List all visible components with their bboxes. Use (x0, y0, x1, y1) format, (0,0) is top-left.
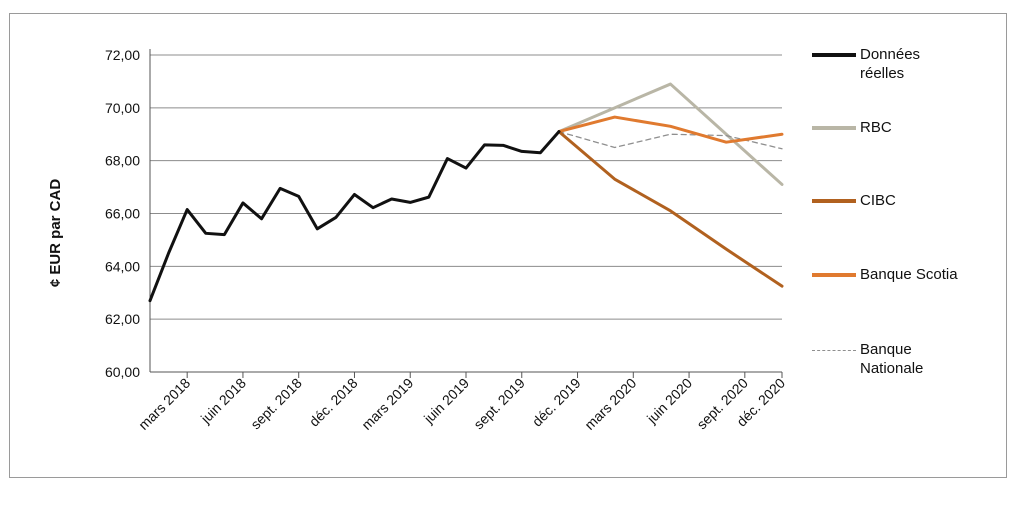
series-line (557, 130, 784, 288)
legend-label: CIBC (860, 192, 896, 209)
legend-swatch (812, 273, 856, 277)
x-tick-label: juin 2019 (420, 375, 472, 427)
legend-swatch (812, 350, 856, 351)
legend-label: RBC (860, 119, 892, 136)
series-line (148, 130, 561, 303)
legend-label: Banque Nationale (860, 341, 924, 377)
gridlines (150, 54, 782, 373)
y-tick-label: 72,00 (105, 47, 140, 63)
y-tick-label: 66,00 (105, 206, 140, 222)
legend-label: Données réelles (860, 46, 921, 82)
series-lines (148, 82, 784, 303)
x-tick-label: déc. 2018 (306, 375, 361, 430)
legend-label: Banque Scotia (860, 266, 958, 283)
legend-swatch (812, 53, 856, 57)
y-tick-label: 64,00 (105, 258, 140, 274)
series-line (557, 82, 784, 186)
x-tick-label: sept. 2018 (247, 375, 305, 433)
x-tick-label: déc. 2019 (529, 375, 584, 430)
y-tick-label: 60,00 (105, 364, 140, 380)
legend-swatch (812, 199, 856, 203)
y-tick-label: 62,00 (105, 311, 140, 327)
x-tick-label: juin 2020 (643, 375, 695, 427)
legend-swatch (812, 126, 856, 130)
x-tick-label: juin 2018 (197, 375, 249, 427)
series-line (557, 115, 784, 144)
y-tick-label: 68,00 (105, 153, 140, 169)
y-axis-label: ¢ EUR par CAD (47, 179, 64, 288)
x-tick-label: mars 2019 (358, 375, 416, 433)
axes: 60,00 62,00 64,00 66,00 68,00 70,00 72,00 mars … (105, 47, 788, 433)
y-tick-label: 70,00 (105, 100, 140, 116)
chart-frame (9, 13, 1007, 478)
x-tick-label: mars 2020 (581, 375, 639, 433)
x-tick-label: mars 2018 (135, 375, 193, 433)
x-tick-label: sept. 2019 (470, 375, 528, 433)
